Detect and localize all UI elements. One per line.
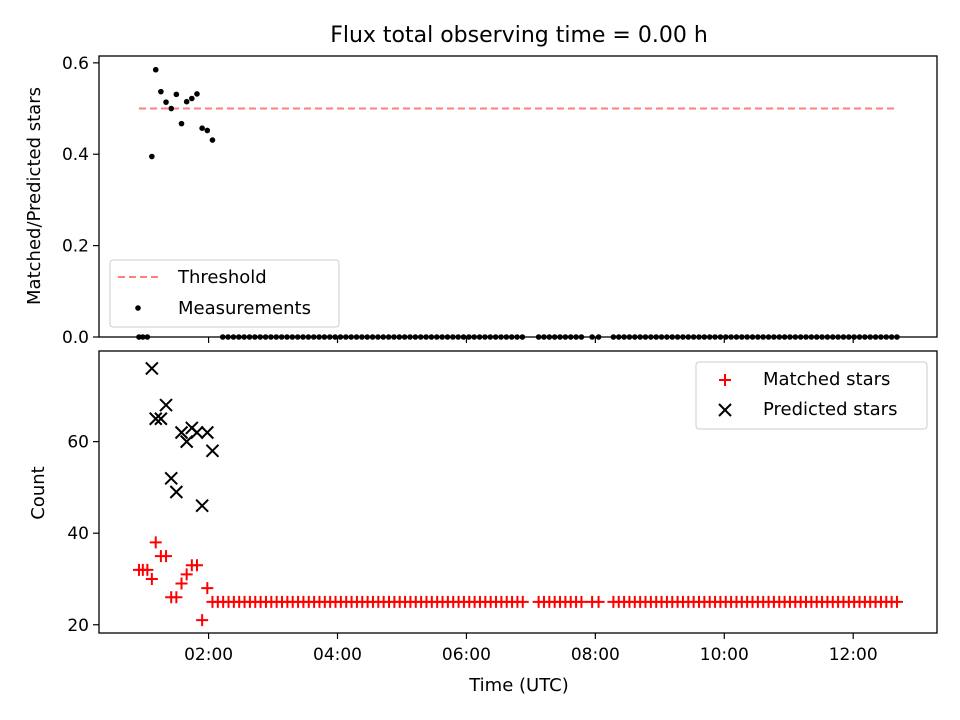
bottom-y-axis-label: Count xyxy=(28,466,49,519)
x-tick-label: 02:00 xyxy=(184,645,233,665)
legend-measurements-label: Measurements xyxy=(178,298,311,319)
matched-star-point xyxy=(890,595,903,608)
top-legend: Threshold Measurements xyxy=(109,259,340,328)
legend-measurements-swatch xyxy=(135,305,141,311)
bottom-y-tick-label: 40 xyxy=(67,524,89,544)
x-axis-label: Time (UTC) xyxy=(468,675,569,696)
measurement-point xyxy=(152,66,159,73)
predicted-star-point xyxy=(154,412,168,426)
matched-star-point xyxy=(201,582,214,595)
x-tick-label: 06:00 xyxy=(442,645,491,665)
predicted-star-point xyxy=(145,361,159,376)
x-tick-label: 04:00 xyxy=(313,645,362,665)
matched-star-point xyxy=(196,614,209,627)
predicted-star-point xyxy=(164,471,178,485)
measurement-point xyxy=(199,125,205,131)
legend-threshold-label: Threshold xyxy=(177,267,267,288)
bottom-y-tick-label: 20 xyxy=(67,616,89,636)
top-y-axis: 0.0 0.2 0.4 0.6 xyxy=(62,54,854,348)
matched-star-point xyxy=(190,559,203,572)
chart-title: Flux total observing time = 0.00 h xyxy=(330,23,708,48)
x-tick-label: 08:00 xyxy=(571,645,620,665)
legend-matched-label: Matched stars xyxy=(763,369,890,390)
top-y-tick-label: 0.2 xyxy=(62,237,89,257)
measurement-point xyxy=(209,137,216,143)
measurement-point xyxy=(158,88,164,95)
predicted-star-point xyxy=(205,444,220,458)
bottom-y-tick-label: 60 xyxy=(67,433,89,453)
predicted-star-point xyxy=(190,425,204,440)
legend-matched-swatch xyxy=(719,374,731,386)
matched-star-point xyxy=(170,591,183,604)
matched-star-point xyxy=(516,595,529,608)
bottom-axes-frame xyxy=(98,350,938,634)
predicted-star-point xyxy=(174,425,189,440)
predicted-star-point xyxy=(195,499,209,513)
measurement-point xyxy=(168,105,174,112)
matched-star-point xyxy=(145,572,158,585)
measurement-point xyxy=(173,91,180,98)
matched-star-point xyxy=(149,536,162,549)
predicted-star-point xyxy=(159,398,173,412)
measurement-point xyxy=(204,127,211,134)
bottom-legend: Matched stars Predicted stars xyxy=(695,361,928,430)
matched-star-point xyxy=(592,595,605,608)
measurement-point xyxy=(189,95,195,102)
predicted-star-point xyxy=(149,412,163,426)
top-y-tick-label: 0.6 xyxy=(62,54,89,74)
measurement-point xyxy=(163,99,169,105)
matched-star-point xyxy=(160,550,173,563)
x-tick-label: 12:00 xyxy=(829,645,878,665)
bottom-axes-ticks: 20 40 60 02:00 04:00 06:00 08:00 10:00 12:00 xyxy=(67,433,877,665)
top-y-tick-label: 0.0 xyxy=(62,328,89,348)
matched-star-point xyxy=(141,563,154,576)
measurement-point xyxy=(178,120,185,127)
predicted-star-point xyxy=(200,425,215,440)
top-axes-frame xyxy=(98,55,938,338)
x-tick-label: 10:00 xyxy=(700,645,749,665)
matched-star-point xyxy=(575,595,588,608)
bottom-plot-area xyxy=(132,361,903,627)
bottom-panel: 20 40 60 02:00 04:00 06:00 08:00 10:00 12:00 Cou… xyxy=(28,350,938,696)
matched-star-point xyxy=(180,568,193,581)
legend-predicted-label: Predicted stars xyxy=(763,399,897,420)
measurement-point xyxy=(194,91,200,97)
top-y-tick-label: 0.4 xyxy=(62,145,89,165)
top-y-axis-label: Matched/Predicted stars xyxy=(24,87,45,305)
legend-predicted-swatch xyxy=(718,403,732,417)
matched-star-point xyxy=(175,577,188,590)
measurement-point xyxy=(183,98,190,105)
top-panel: 0.0 0.2 0.4 0.6 Matched/Predicted stars Thr… xyxy=(24,54,938,348)
measurement-point xyxy=(149,153,155,160)
predicted-star-point xyxy=(169,485,184,499)
